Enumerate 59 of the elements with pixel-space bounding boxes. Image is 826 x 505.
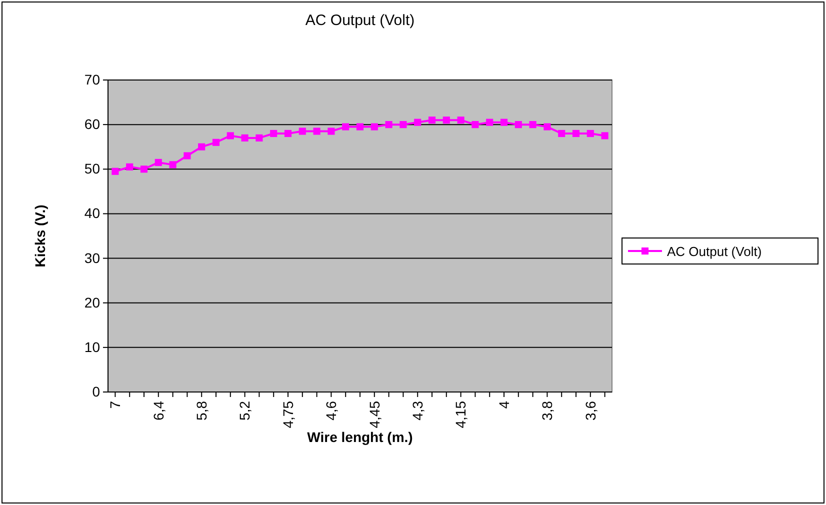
point (284, 130, 292, 138)
point (198, 143, 206, 150)
point (442, 116, 450, 124)
point (529, 121, 536, 128)
point (270, 130, 278, 138)
y-tick-label: 10 (84, 338, 100, 355)
x-tick-label: 6,4 (150, 400, 166, 420)
y-tick-label: 30 (84, 250, 100, 266)
x-tick-label: 4 (496, 400, 512, 409)
x-axis-title: Wire lenght (m.) (307, 429, 413, 445)
point (544, 123, 551, 130)
y-axis-title: Kicks (V.) (32, 204, 48, 268)
x-tick-label: 4,3 (410, 400, 426, 420)
point (241, 134, 248, 142)
point (601, 132, 608, 140)
point (313, 128, 320, 135)
point (586, 130, 594, 138)
x-tick-label: 3,6 (582, 400, 598, 420)
point (298, 128, 306, 135)
y-tick-label: 40 (84, 205, 100, 222)
y-tick-label: 70 (84, 71, 100, 88)
x-tick-label: 3,8 (539, 400, 556, 420)
y-tick-label: 60 (84, 116, 100, 132)
point (457, 116, 464, 124)
x-tick-label: 4,75 (280, 400, 296, 428)
point (256, 134, 263, 142)
point (400, 121, 407, 128)
chart-title: AC Output (Volt) (305, 12, 415, 29)
x-tick-label: 4,15 (452, 400, 469, 428)
point (154, 158, 162, 166)
point (514, 121, 522, 128)
point (428, 116, 436, 124)
point (385, 121, 392, 128)
point (486, 118, 494, 126)
point (328, 128, 335, 135)
x-tick-label: 4,6 (323, 400, 340, 420)
point (112, 168, 119, 175)
point (226, 132, 234, 140)
y-tick-label: 20 (84, 294, 100, 310)
point (370, 123, 378, 130)
point (472, 121, 479, 128)
point (572, 130, 580, 138)
point (558, 130, 566, 138)
point (414, 118, 422, 126)
legend-label: AC Output (Volt) (667, 244, 762, 259)
x-tick-label: 5,8 (194, 400, 210, 420)
point (212, 138, 220, 146)
point (356, 123, 364, 130)
point (342, 123, 350, 130)
x-tick-label: 4,45 (366, 400, 382, 428)
x-tick-label: 5,2 (236, 400, 253, 420)
x-tick-label: 7 (107, 400, 124, 409)
point (184, 152, 191, 160)
y-tick-label: 0 (92, 383, 100, 400)
point (500, 118, 508, 126)
y-tick-label: 50 (84, 160, 100, 177)
point (140, 166, 148, 173)
point (126, 163, 134, 170)
point (169, 161, 176, 168)
